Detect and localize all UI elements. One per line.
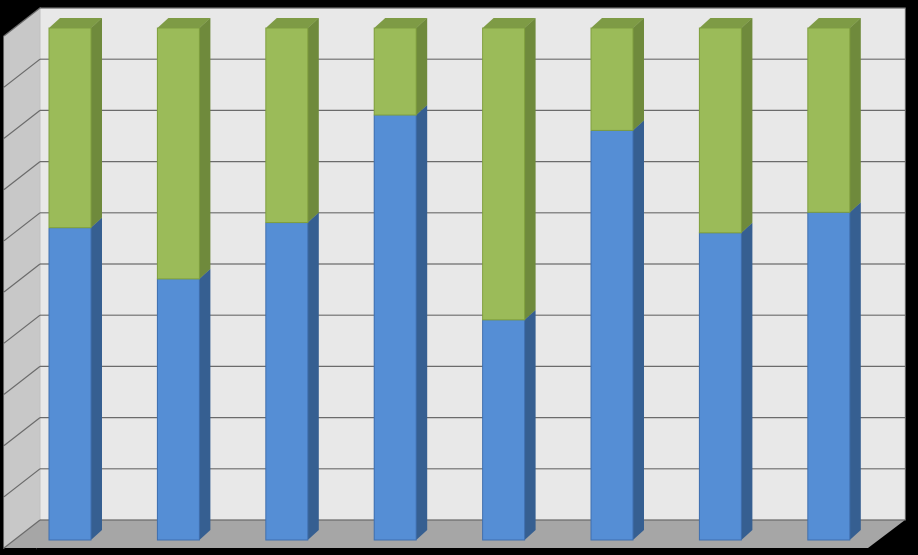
gridline-side bbox=[3, 365, 41, 395]
bar-front bbox=[373, 114, 417, 541]
bar-side bbox=[849, 202, 861, 540]
bar-side bbox=[199, 268, 211, 540]
bar-top bbox=[374, 18, 428, 28]
bar-8-series-1 bbox=[807, 202, 861, 541]
bar-top bbox=[49, 18, 102, 28]
bar-front bbox=[48, 27, 92, 229]
bar-1-series-1 bbox=[48, 217, 102, 541]
bar-side bbox=[524, 18, 536, 320]
bar-front bbox=[156, 27, 200, 280]
bar-front bbox=[698, 27, 742, 234]
gridline-side bbox=[3, 109, 41, 139]
bar-side bbox=[741, 222, 753, 541]
floor bbox=[4, 520, 905, 548]
bar-top bbox=[482, 18, 536, 28]
bar-side bbox=[416, 105, 428, 540]
bar-side bbox=[524, 309, 536, 540]
bar-front bbox=[482, 319, 526, 541]
bar-top bbox=[265, 18, 319, 28]
bar-side bbox=[416, 18, 428, 116]
bar-side bbox=[91, 18, 102, 228]
bar-front bbox=[482, 27, 526, 321]
bar-side bbox=[741, 18, 753, 233]
bar-3-series-2 bbox=[265, 18, 319, 224]
gridline-side bbox=[3, 212, 41, 242]
gridline-side bbox=[3, 519, 41, 549]
bar-side bbox=[633, 18, 644, 131]
bar-6-series-1 bbox=[590, 120, 644, 541]
gridline-side bbox=[3, 7, 41, 37]
bar-6-series-2 bbox=[590, 18, 644, 131]
bar-front bbox=[373, 27, 417, 116]
bar-top bbox=[807, 18, 861, 28]
gridline-side bbox=[3, 468, 41, 498]
bar-5-series-1 bbox=[482, 309, 536, 541]
bar-side bbox=[307, 212, 319, 540]
bar-series bbox=[48, 18, 861, 541]
bar-2-series-2 bbox=[156, 18, 211, 280]
bar-front bbox=[265, 27, 309, 224]
bar-front bbox=[698, 232, 742, 541]
bar-side bbox=[849, 18, 861, 213]
bar-7-series-1 bbox=[698, 222, 753, 541]
bar-1-series-2 bbox=[48, 18, 102, 229]
bar-2-series-1 bbox=[156, 268, 211, 541]
bar-side bbox=[633, 120, 644, 541]
bar-4-series-1 bbox=[373, 105, 428, 541]
bar-front bbox=[48, 227, 92, 541]
bar-7-series-2 bbox=[698, 18, 753, 234]
bar-8-series-2 bbox=[807, 18, 861, 213]
bar-5-series-2 bbox=[482, 18, 536, 321]
gridline-side bbox=[3, 263, 41, 293]
bar-side bbox=[307, 18, 319, 223]
bar-front bbox=[807, 211, 851, 541]
bar-top bbox=[699, 18, 753, 28]
gridline-side bbox=[3, 161, 41, 191]
bar-top bbox=[591, 18, 644, 28]
gridline-side bbox=[3, 417, 41, 447]
bar-front bbox=[265, 222, 309, 541]
bar-front bbox=[807, 27, 851, 213]
bar-top bbox=[157, 18, 211, 28]
gridline-side bbox=[3, 314, 41, 344]
bar-front bbox=[156, 278, 200, 541]
bar-side bbox=[91, 217, 102, 540]
gridline-side bbox=[3, 58, 41, 88]
bar-side bbox=[199, 18, 211, 279]
bar-front bbox=[590, 129, 634, 541]
bar-front bbox=[590, 27, 634, 131]
bar-4-series-2 bbox=[373, 18, 428, 116]
bar-3-series-1 bbox=[265, 212, 319, 541]
